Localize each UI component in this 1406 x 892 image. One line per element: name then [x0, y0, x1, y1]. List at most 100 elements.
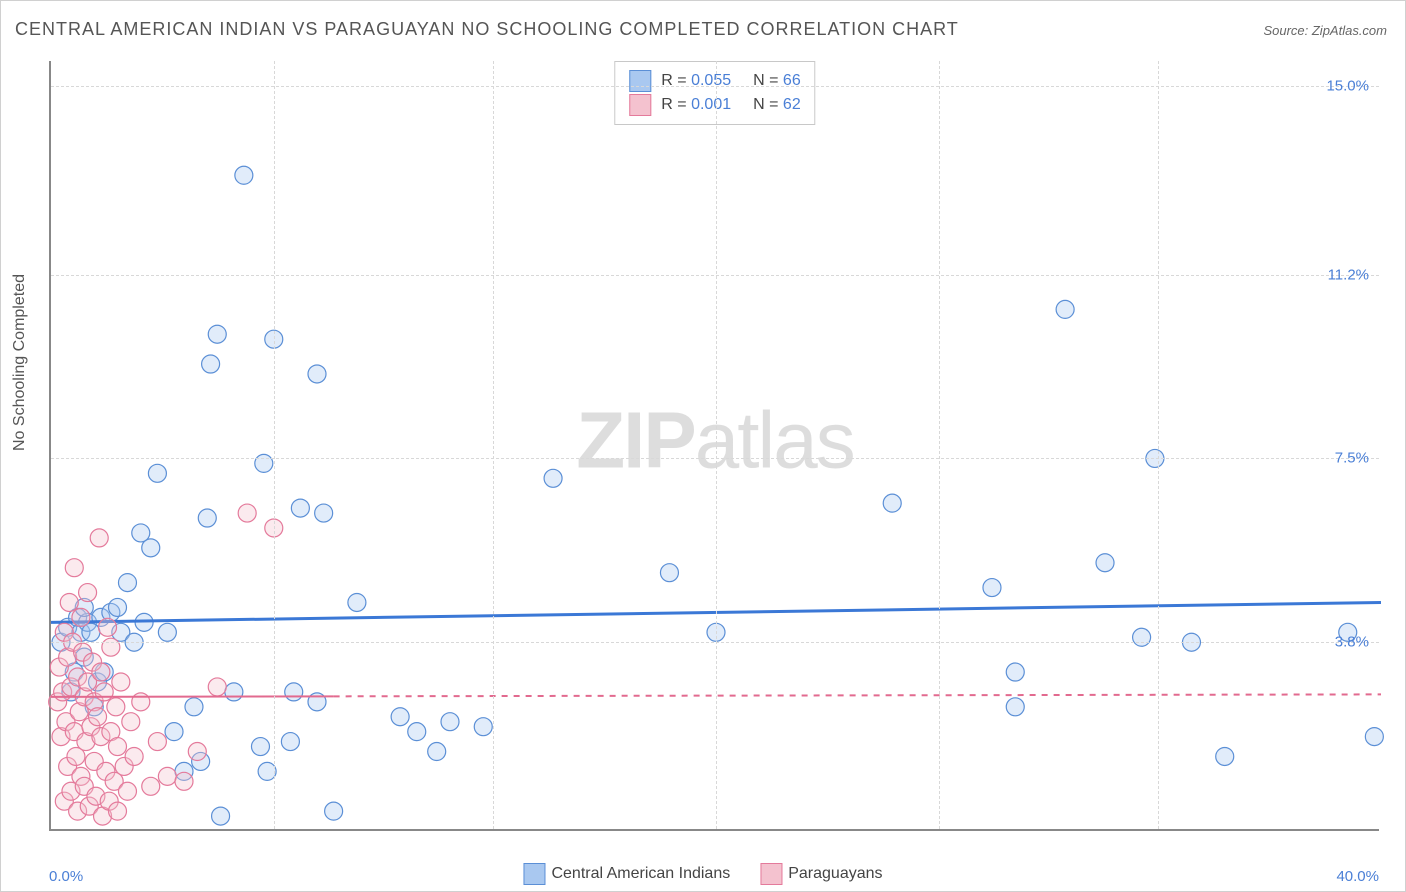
r-label: R = [661, 96, 691, 113]
legend-swatch-1 [629, 94, 651, 116]
data-point [102, 638, 120, 656]
data-point [474, 718, 492, 736]
data-point [428, 743, 446, 761]
data-point [118, 574, 136, 592]
data-point [109, 802, 127, 820]
y-tick-label: 7.5% [1335, 450, 1369, 467]
gridline-v [716, 61, 717, 829]
data-point [1365, 728, 1383, 746]
data-point [235, 166, 253, 184]
data-point [65, 559, 83, 577]
legend-stats-row-1: R = 0.001 N = 62 [629, 94, 800, 116]
n-value-1: 62 [783, 96, 801, 113]
gridline-v [939, 61, 940, 829]
gridline-h [51, 86, 1379, 87]
data-point [544, 469, 562, 487]
data-point [107, 698, 125, 716]
data-point [99, 618, 117, 636]
data-point [285, 683, 303, 701]
data-point [325, 802, 343, 820]
x-tick-label: 40.0% [1336, 868, 1379, 885]
data-point [251, 738, 269, 756]
data-point [225, 683, 243, 701]
data-point [165, 723, 183, 741]
y-tick-label: 11.2% [1328, 266, 1369, 283]
data-point [92, 663, 110, 681]
data-point [408, 723, 426, 741]
data-point [208, 325, 226, 343]
correlation-chart: CENTRAL AMERICAN INDIAN VS PARAGUAYAN NO… [0, 0, 1406, 892]
x-tick-label: 0.0% [49, 868, 83, 885]
data-point [1096, 554, 1114, 572]
source-name: ZipAtlas.com [1312, 23, 1387, 38]
data-point [158, 623, 176, 641]
data-point [109, 598, 127, 616]
data-point [1133, 628, 1151, 646]
plot-svg [51, 61, 1379, 829]
data-point [90, 529, 108, 547]
chart-title: CENTRAL AMERICAN INDIAN VS PARAGUAYAN NO… [15, 19, 959, 40]
data-point [238, 504, 256, 522]
data-point [883, 494, 901, 512]
data-point [212, 807, 230, 825]
data-point [112, 673, 130, 691]
data-point [175, 772, 193, 790]
legend-item-0: Central American Indians [523, 863, 730, 885]
source-label: Source: [1263, 23, 1311, 38]
data-point [1006, 698, 1024, 716]
data-point [142, 777, 160, 795]
legend-swatch-0 [629, 70, 651, 92]
data-point [315, 504, 333, 522]
plot-area: ZIPatlas R = 0.055 N = 66 R = 0.001 N = … [49, 61, 1379, 831]
data-point [983, 579, 1001, 597]
data-point [79, 584, 97, 602]
legend-bottom-swatch-0 [523, 863, 545, 885]
legend-item-1: Paraguayans [760, 863, 882, 885]
data-point [118, 782, 136, 800]
data-point [125, 747, 143, 765]
data-point [89, 708, 107, 726]
data-point [148, 733, 166, 751]
y-axis-label: No Schooling Completed [11, 274, 29, 451]
legend-stats-row-0: R = 0.055 N = 66 [629, 70, 800, 92]
data-point [95, 683, 113, 701]
data-point [122, 713, 140, 731]
legend-series-name-1: Paraguayans [788, 865, 882, 883]
data-point [202, 355, 220, 373]
legend-series: Central American Indians Paraguayans [523, 863, 882, 885]
data-point [148, 464, 166, 482]
data-point [281, 733, 299, 751]
data-point [1056, 300, 1074, 318]
data-point [291, 499, 309, 517]
data-point [185, 698, 203, 716]
trend-line-solid [51, 696, 334, 697]
data-point [142, 539, 160, 557]
y-tick-label: 3.8% [1335, 634, 1369, 651]
source-attribution: Source: ZipAtlas.com [1263, 23, 1387, 38]
data-point [188, 743, 206, 761]
data-point [1006, 663, 1024, 681]
legend-series-name-0: Central American Indians [551, 865, 730, 883]
data-point [132, 693, 150, 711]
data-point [208, 678, 226, 696]
data-point [308, 365, 326, 383]
data-point [391, 708, 409, 726]
data-point [660, 564, 678, 582]
data-point [198, 509, 216, 527]
gridline-h [51, 275, 1379, 276]
gridline-v [274, 61, 275, 829]
legend-bottom-swatch-1 [760, 863, 782, 885]
gridline-v [493, 61, 494, 829]
gridline-v [1158, 61, 1159, 829]
y-tick-label: 15.0% [1326, 77, 1369, 94]
gridline-h [51, 458, 1379, 459]
r-value-1: 0.001 [691, 96, 731, 113]
gridline-h [51, 642, 1379, 643]
trend-line-dashed [334, 694, 1381, 696]
legend-stats: R = 0.055 N = 66 R = 0.001 N = 62 [614, 61, 815, 125]
data-point [72, 608, 90, 626]
data-point [60, 593, 78, 611]
data-point [1216, 747, 1234, 765]
data-point [109, 738, 127, 756]
data-point [158, 767, 176, 785]
